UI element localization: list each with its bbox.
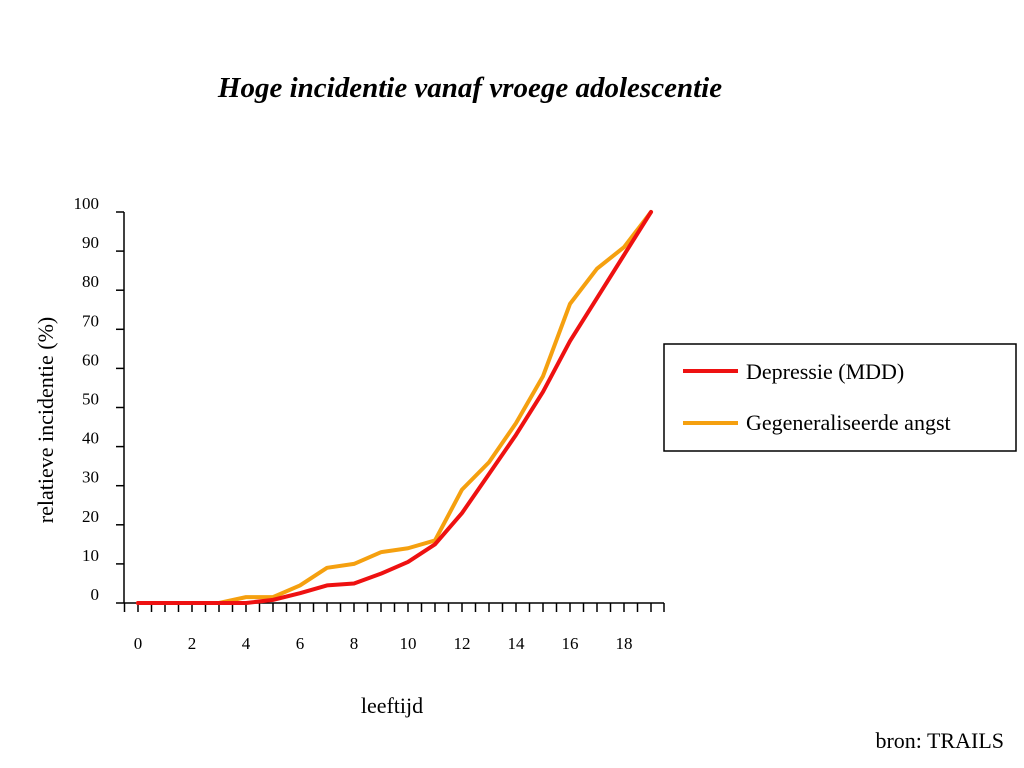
x-axis-label: leeftijd — [361, 693, 423, 718]
legend-box — [663, 343, 1017, 452]
y-tick-label: 100 — [74, 194, 100, 213]
y-tick-label: 0 — [91, 585, 100, 604]
x-tick-label: 8 — [350, 634, 359, 653]
source-note: bron: TRAILS — [875, 728, 1004, 753]
y-tick-label: 30 — [82, 468, 99, 487]
x-tick-label: 6 — [296, 634, 305, 653]
y-tick-label: 40 — [82, 429, 99, 448]
y-tick-label: 10 — [82, 546, 99, 565]
y-axis-label: relatieve incidentie (%) — [33, 317, 58, 523]
y-tick-label: 70 — [82, 311, 99, 330]
y-tick-label: 90 — [82, 233, 99, 252]
y-tick-label: 20 — [82, 507, 99, 526]
x-tick-label: 12 — [454, 634, 471, 653]
x-tick-label: 4 — [242, 634, 251, 653]
x-tick-label: 14 — [508, 634, 526, 653]
ticks: 0 10 20 30 40 50 60 70 80 90 100 0 2 4 6 8 10 12 14 16 18 — [74, 194, 665, 653]
legend-label-angst: Gegeneraliseerde angst — [746, 410, 951, 435]
y-tick-label: 80 — [82, 272, 99, 291]
series-line-angst — [136, 210, 653, 605]
y-tick-label: 50 — [82, 390, 99, 409]
chart-title: Hoge incidentie vanaf vroege adolescenti… — [217, 72, 723, 104]
legend: Depressie (MDD) Gegeneraliseerde angst — [663, 343, 1017, 452]
x-tick-label: 18 — [616, 634, 633, 653]
x-tick-label: 2 — [188, 634, 197, 653]
series-lines — [136, 210, 653, 605]
legend-label-mdd: Depressie (MDD) — [746, 359, 904, 384]
x-tick-label: 10 — [400, 634, 417, 653]
x-tick-label: 0 — [134, 634, 143, 653]
x-tick-label: 16 — [562, 634, 579, 653]
axes — [123, 212, 664, 604]
series-line-mdd — [136, 210, 653, 605]
y-tick-label: 60 — [82, 350, 99, 369]
